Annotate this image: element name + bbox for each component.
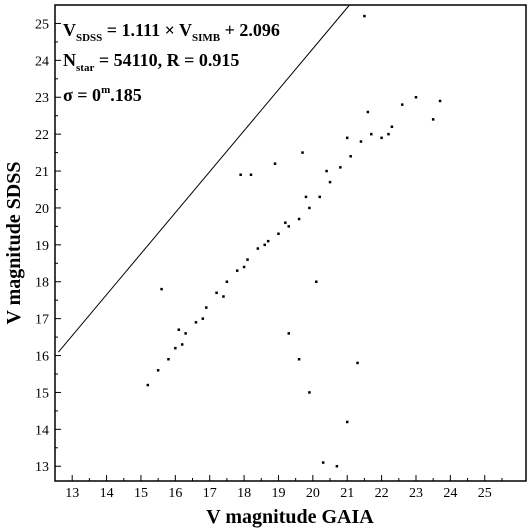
data-point — [156, 369, 160, 372]
data-point — [370, 132, 373, 136]
data-point — [184, 332, 187, 335]
y-tick-label: 15 — [35, 386, 49, 401]
y-axis-ticks: 13 14 15 16 17 18 19 20 21 22 23 24 25 — [35, 17, 61, 475]
y-tick-label: 22 — [35, 128, 49, 143]
data-point — [215, 291, 218, 295]
data-point — [297, 217, 301, 221]
x-tick-label: 17 — [203, 486, 217, 501]
x-tick-label: 19 — [271, 486, 285, 501]
data-point — [345, 420, 349, 424]
y-tick-label: 24 — [35, 54, 49, 69]
data-point — [328, 180, 332, 184]
data-point — [273, 162, 277, 165]
data-point — [263, 243, 266, 247]
data-point — [160, 287, 163, 291]
data-point — [363, 14, 366, 18]
y-tick-label: 18 — [35, 276, 49, 291]
data-point — [146, 383, 150, 387]
data-point — [431, 118, 435, 121]
data-point — [287, 225, 291, 228]
data-point — [301, 151, 304, 154]
data-point — [304, 195, 308, 199]
x-axis-ticks: 13 14 15 16 17 18 19 20 21 22 23 24 25 — [65, 475, 503, 501]
y-tick-label: 16 — [35, 350, 49, 365]
x-tick-label: 15 — [134, 486, 148, 501]
data-point — [222, 295, 225, 298]
data-point — [235, 269, 239, 272]
data-point — [266, 239, 270, 243]
data-point — [246, 258, 249, 261]
data-point — [167, 357, 170, 361]
star-count-annotation: Nstar = 54110, R = 0.915 — [63, 50, 239, 74]
data-point — [387, 132, 390, 136]
y-tick-label: 13 — [35, 460, 49, 475]
x-tick-label: 14 — [100, 486, 114, 501]
x-tick-label: 24 — [443, 486, 457, 501]
data-point — [315, 280, 318, 283]
x-tick-label: 23 — [409, 486, 423, 501]
data-point — [414, 95, 418, 99]
data-point — [277, 232, 280, 236]
y-tick-label: 25 — [35, 17, 49, 32]
data-point — [287, 332, 291, 335]
data-point — [325, 169, 328, 173]
x-tick-label: 20 — [306, 486, 320, 501]
x-tick-label: 25 — [478, 486, 492, 501]
y-tick-label: 19 — [35, 239, 49, 254]
data-point — [400, 103, 404, 106]
x-tick-label: 21 — [340, 486, 354, 501]
y-tick-label: 23 — [35, 91, 49, 106]
data-point — [308, 391, 311, 394]
data-point — [249, 173, 253, 176]
data-point — [256, 247, 260, 250]
data-point — [345, 136, 349, 140]
data-point — [366, 110, 370, 114]
y-tick-label: 17 — [35, 313, 49, 328]
fit-equation: VSDSS = 1.111 × VSIMB + 2.096 — [63, 20, 280, 44]
data-point — [321, 461, 325, 464]
data-point — [335, 464, 339, 468]
data-point — [284, 221, 287, 224]
data-point — [339, 166, 342, 169]
x-tick-label: 22 — [375, 486, 389, 501]
sigma-annotation: σ = 0m.185 — [63, 84, 142, 105]
data-point — [349, 155, 352, 158]
data-point — [359, 140, 363, 143]
data-point — [308, 206, 311, 210]
data-point — [242, 265, 246, 269]
data-point — [201, 317, 205, 320]
data-point — [239, 173, 242, 176]
data-point — [177, 328, 181, 331]
data-point — [356, 361, 359, 365]
data-point — [225, 280, 229, 283]
y-tick-label: 21 — [35, 165, 49, 180]
data-point — [205, 306, 208, 309]
data-points — [146, 14, 442, 468]
data-point — [438, 99, 442, 103]
data-point — [390, 125, 394, 129]
y-axis-label: V magnitude SDSS — [3, 161, 25, 324]
data-point — [380, 136, 383, 140]
x-tick-label: 13 — [65, 486, 79, 501]
y-tick-label: 20 — [35, 202, 49, 217]
y-tick-label: 14 — [35, 423, 49, 438]
data-point — [297, 357, 301, 361]
fit-line — [58, 4, 350, 353]
data-point — [174, 346, 177, 350]
x-tick-label: 18 — [237, 486, 251, 501]
x-tick-label: 16 — [168, 486, 182, 501]
x-axis-label: V magnitude GAIA — [206, 506, 374, 528]
data-point — [194, 321, 198, 324]
data-point — [318, 195, 321, 199]
data-point — [180, 343, 184, 346]
plot-frame — [54, 4, 527, 482]
